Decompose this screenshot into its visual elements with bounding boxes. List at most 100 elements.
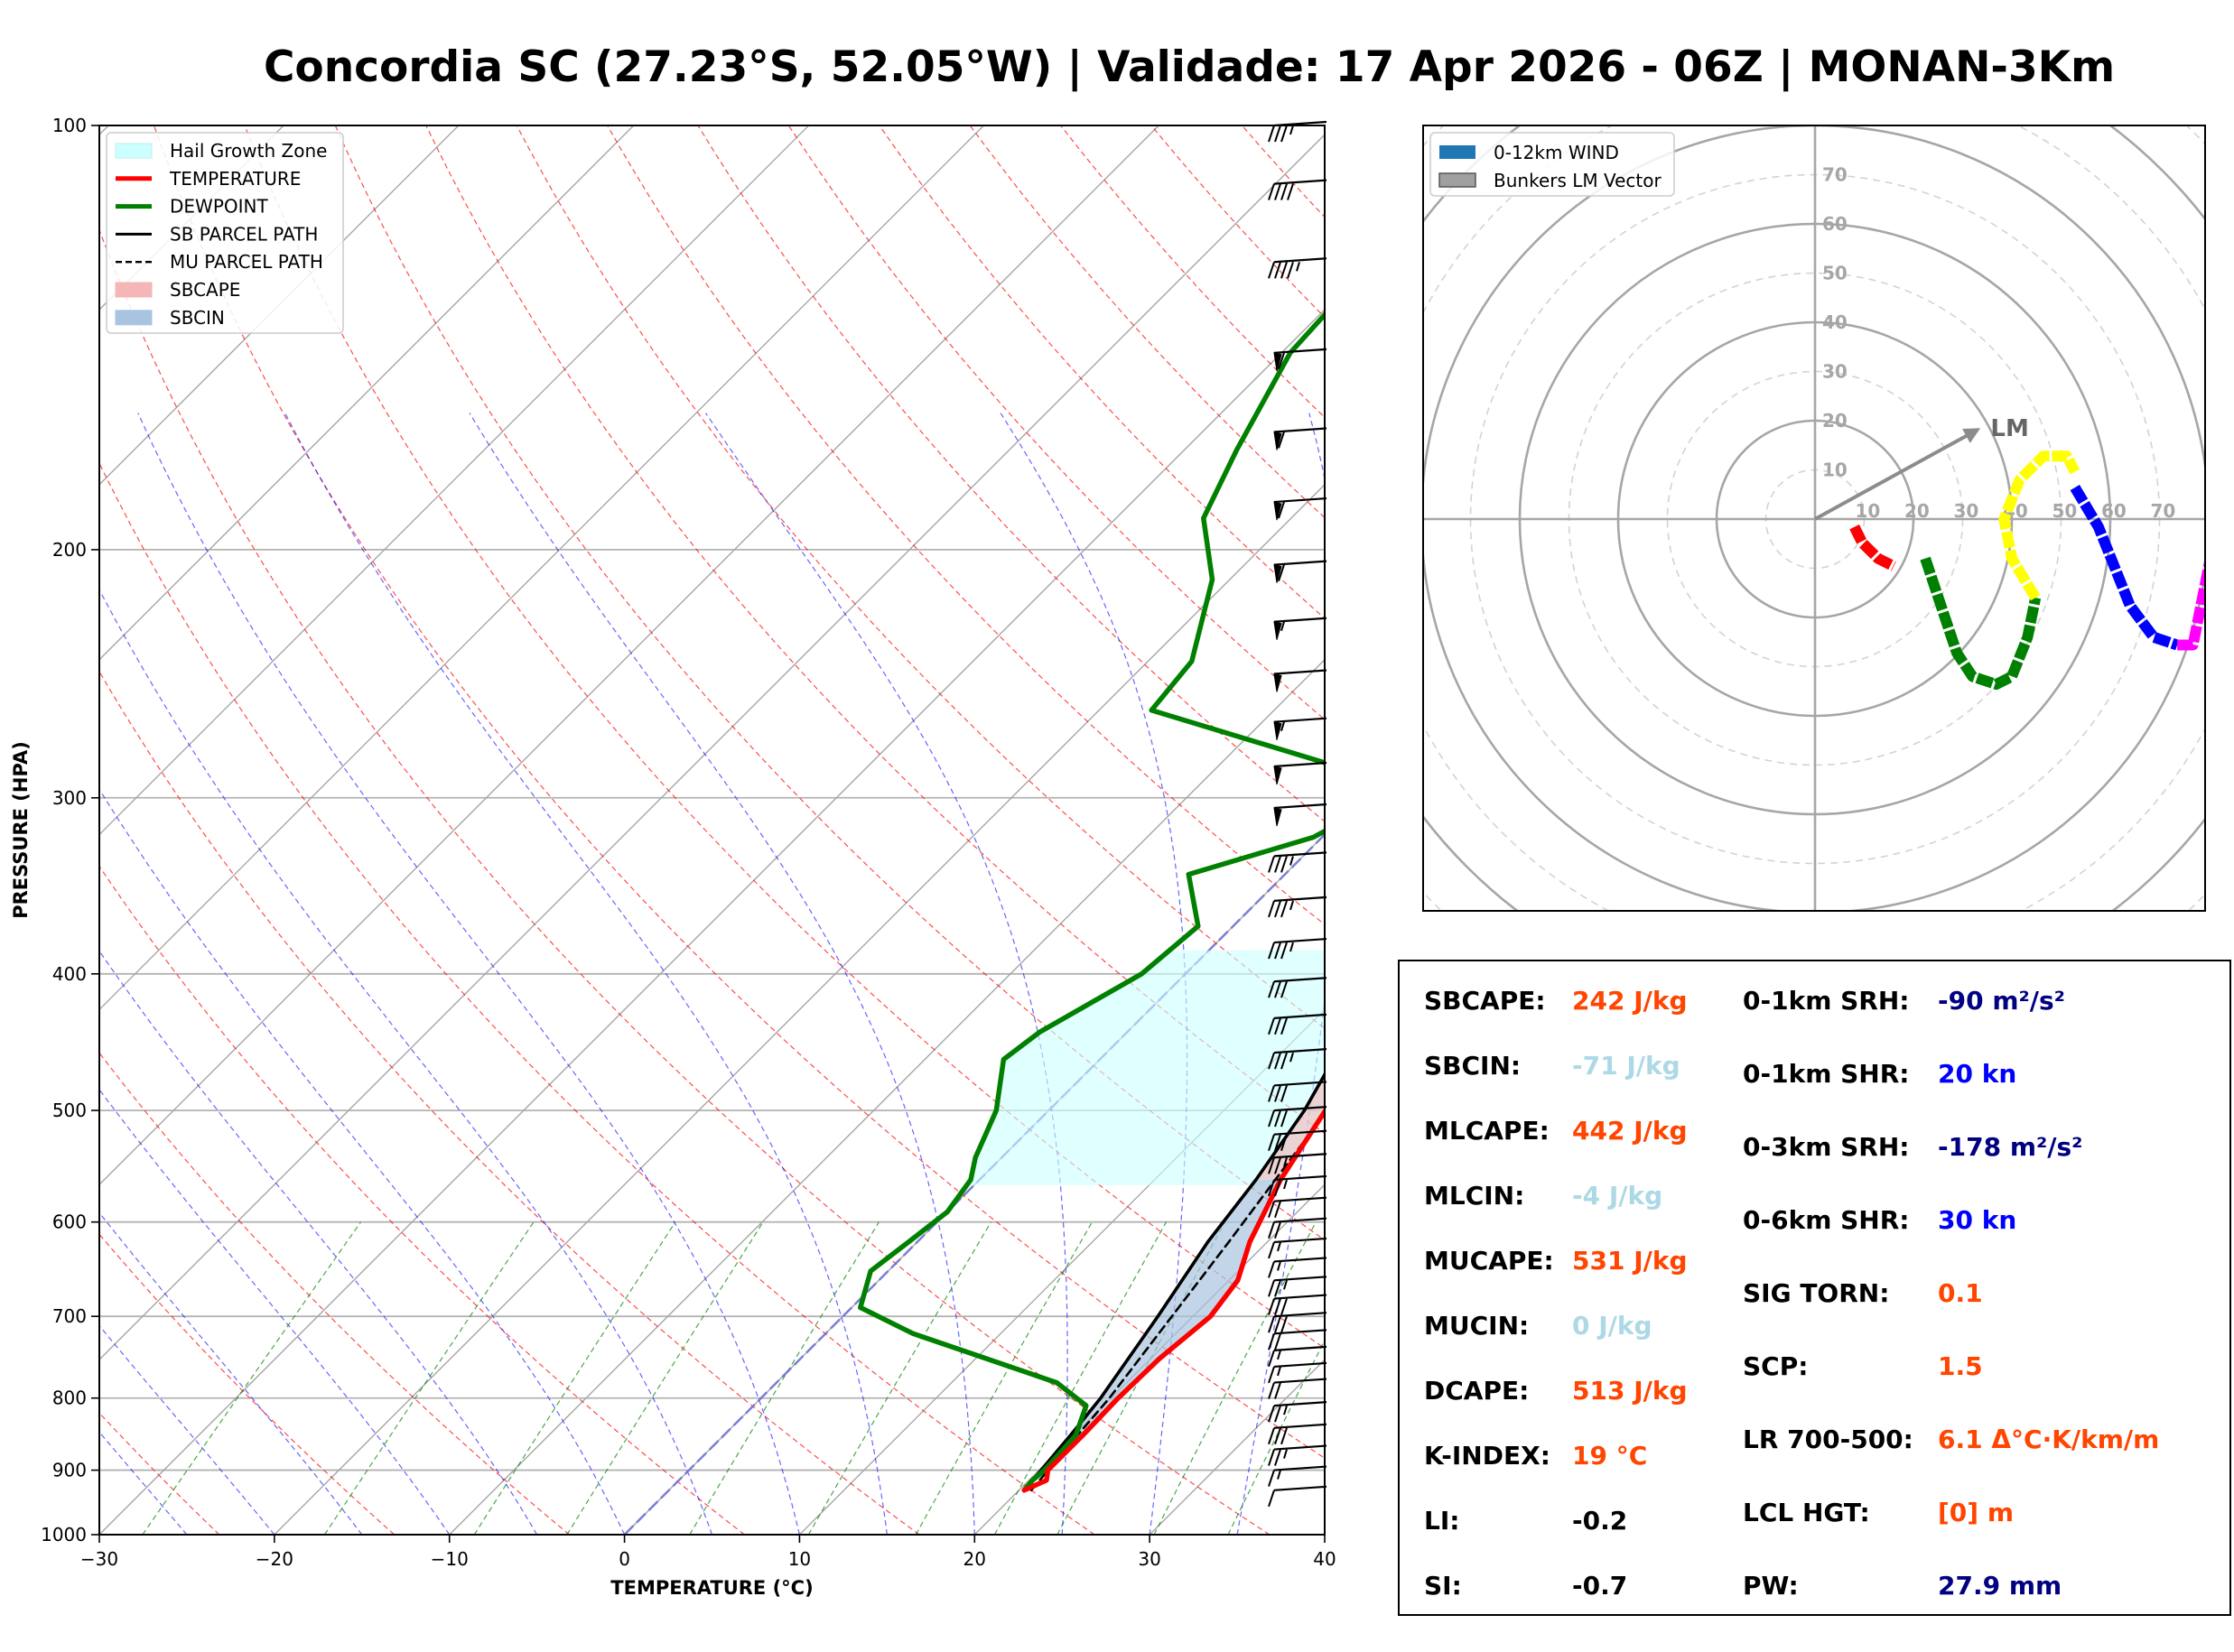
wind-barb-flag [1268, 1221, 1275, 1239]
param-label: MLCIN: [1424, 1181, 1524, 1211]
dry-adiabat-line [153, 125, 1325, 1460]
moist-adiabat-line [99, 788, 626, 1535]
wind-barb-staff [1273, 1048, 1327, 1054]
param-label: MLCAPE: [1424, 1116, 1550, 1146]
wind-barb [1273, 803, 1327, 827]
wind-barb-flag [1268, 1085, 1275, 1102]
temperature-line [1021, 1107, 1325, 1493]
wind-barb [1273, 717, 1327, 740]
wind-barb [1268, 1401, 1327, 1423]
isotherm-line [99, 125, 984, 1011]
wind-barb-flag [1280, 261, 1288, 279]
param-label: 0-1km SHR: [1743, 1059, 1910, 1089]
param-label: LCL HGT: [1743, 1498, 1870, 1527]
dry-adiabat-line [99, 461, 1095, 1535]
parameters-panel [1398, 960, 2231, 1616]
wind-barb-flag [1268, 1315, 1275, 1333]
wind-barb-flag [1274, 1221, 1281, 1239]
mixing-ratio-line [1153, 1221, 1317, 1535]
param-value: 0 J/kg [1572, 1311, 1652, 1341]
wind-barb-flag [1274, 1179, 1281, 1197]
param-label: LR 700-500: [1743, 1425, 1913, 1454]
wind-barb-flag [1274, 1298, 1281, 1315]
wind-barb-flag [1280, 125, 1288, 143]
param-value: 513 J/kg [1572, 1376, 1688, 1406]
wind-barb-flag [1280, 1134, 1288, 1151]
wind-barb [1268, 179, 1327, 200]
mixing-ratio-line [807, 1221, 992, 1535]
wind-barb [1268, 257, 1327, 279]
param-label: 0-3km SRH: [1743, 1132, 1910, 1162]
param-value: -4 J/kg [1572, 1181, 1662, 1211]
wind-barb-flag [1274, 1052, 1281, 1070]
wind-barb-half [1289, 125, 1294, 135]
wind-barb [1273, 761, 1327, 785]
legend-label: SBCAPE [170, 279, 240, 301]
wind-barb-staff [1273, 1153, 1327, 1159]
hodo-ring-label-v: 30 [1822, 361, 1848, 383]
hodo-ring-label-h: 30 [1954, 500, 1979, 522]
wind-barb-flag [1268, 1332, 1275, 1350]
moist-adiabat-line [99, 1324, 275, 1535]
wind-barb-flag [1274, 1382, 1281, 1399]
legend-swatch [115, 143, 153, 159]
wind-barb-flag [1268, 1298, 1275, 1315]
wind-barb-staff [1273, 851, 1327, 858]
wind-barb-flag [1278, 501, 1285, 519]
moist-adiabat-line [284, 413, 888, 1535]
wind-barb-flag [1268, 1427, 1275, 1445]
param-value: 6.1 Δ°C·K/km/m [1938, 1425, 2159, 1454]
wind-barb-staff [1273, 1345, 1327, 1351]
legend-label: MU PARCEL PATH [170, 251, 323, 273]
wind-barb-flag [1280, 1052, 1288, 1070]
legend-swatch [115, 282, 153, 298]
wind-barb [1268, 1217, 1327, 1239]
hodo-ring-label-v: 20 [1822, 410, 1848, 432]
wind-barb [1273, 617, 1327, 640]
moist-adiabat-line [99, 1211, 363, 1535]
wind-barb-flag [1274, 1427, 1281, 1445]
param-value: -90 m²/s² [1938, 986, 2065, 1016]
param-label: SI: [1424, 1571, 1462, 1601]
isotherm-line [449, 658, 1325, 1535]
dry-adiabat-line [697, 125, 1325, 822]
param-value: 442 J/kg [1572, 1116, 1688, 1146]
hodo-ring-label-h: 70 [2151, 500, 2176, 522]
param-value: 19 °C [1572, 1441, 1647, 1471]
wind-barb-staff [1273, 427, 1327, 433]
wind-barb [1268, 1276, 1327, 1297]
legend-label: SBCIN [170, 307, 225, 329]
wind-barb [1268, 977, 1327, 998]
wind-barb [1268, 120, 1327, 143]
mixing-ratio-line [915, 1221, 1093, 1535]
wind-barb-half [1289, 900, 1294, 911]
wind-barb-staff [1273, 120, 1327, 127]
wind-barb-flag [1274, 261, 1281, 279]
wind-barb [1268, 1013, 1327, 1035]
dry-adiabat-line [99, 1233, 396, 1535]
legend-box [106, 132, 344, 334]
hodo-legend-box [1429, 132, 1675, 197]
y-tick-label: 300 [52, 787, 87, 809]
wind-barb-flag [1268, 125, 1275, 143]
wind-barb-flag [1274, 183, 1281, 200]
param-label: SBCIN: [1424, 1051, 1521, 1081]
mu-parcel-line [1029, 1111, 1325, 1492]
wind-barb-flag [1280, 942, 1288, 960]
y-tick-label: 400 [52, 963, 87, 985]
dry-adiabat-line [607, 125, 1325, 925]
wind-barb-flag [1287, 261, 1294, 279]
wind-barb-staff [1273, 937, 1327, 944]
wind-barb [1268, 1294, 1327, 1315]
wind-barb-half [1277, 1366, 1281, 1377]
x-tick-label: 10 [788, 1548, 811, 1570]
wind-barb-staff [1273, 1276, 1327, 1282]
wind-barb [1268, 1129, 1327, 1151]
wind-barb-staff [1273, 761, 1327, 768]
wind-barb [1268, 1153, 1327, 1174]
wind-barb [1268, 896, 1327, 918]
moist-adiabat-line [99, 588, 713, 1535]
isotherm-line [99, 125, 635, 661]
wind-barb-flag [1274, 980, 1281, 998]
param-value: 242 J/kg [1572, 986, 1688, 1016]
